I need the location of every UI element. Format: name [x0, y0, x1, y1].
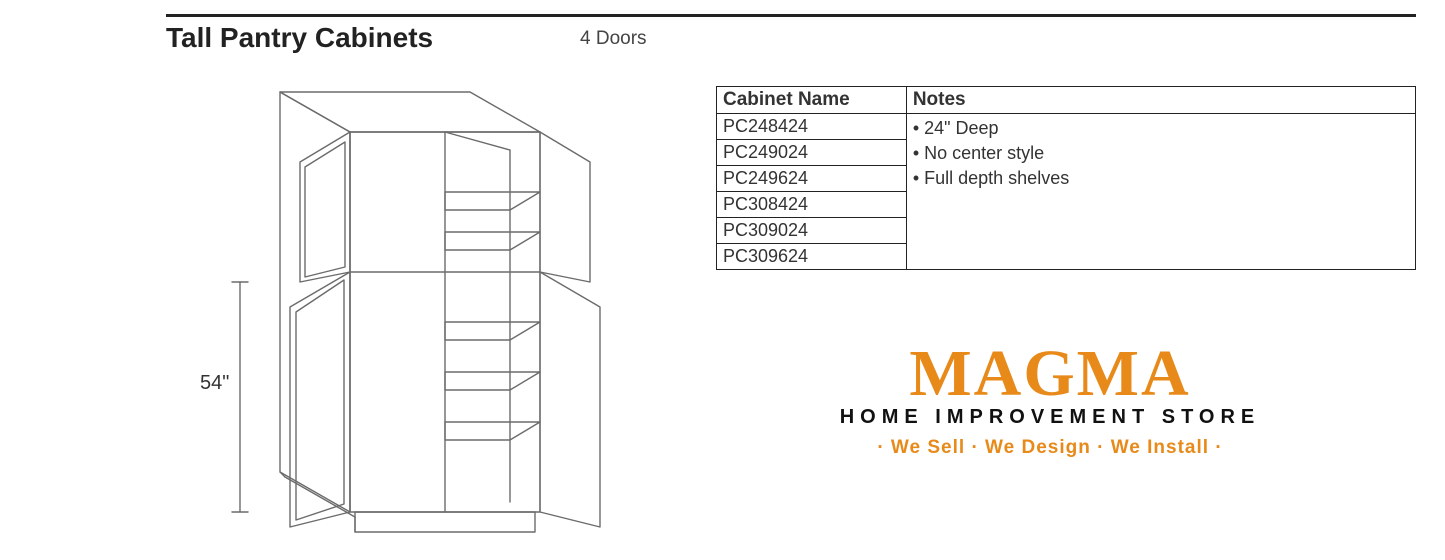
table-header-row: Cabinet Name Notes [717, 87, 1416, 114]
cabinet-name-cell: PC309624 [717, 244, 907, 270]
page-title: Tall Pantry Cabinets [166, 22, 433, 54]
table-row: PC248424 24" Deep No center style Full d… [717, 114, 1416, 140]
cabinet-name-cell: PC249024 [717, 140, 907, 166]
col-header-name: Cabinet Name [717, 87, 907, 114]
cabinet-diagram [170, 72, 610, 552]
cabinet-name-cell: PC248424 [717, 114, 907, 140]
cabinet-name-cell: PC249624 [717, 166, 907, 192]
note-line: Full depth shelves [913, 166, 1409, 191]
brand-logo: MAGMA HOME IMPROVEMENT STORE · We Sell ·… [770, 336, 1330, 459]
dimension-label: 54" [200, 372, 229, 395]
cabinet-name-cell: PC309024 [717, 218, 907, 244]
note-line: 24" Deep [913, 116, 1409, 141]
logo-subtitle: HOME IMPROVEMENT STORE [770, 406, 1330, 429]
spec-table: Cabinet Name Notes PC248424 24" Deep No … [716, 86, 1416, 270]
notes-cell: 24" Deep No center style Full depth shel… [906, 114, 1415, 270]
logo-tagline: · We Sell · We Design · We Install · [770, 437, 1330, 459]
logo-brand: MAGMA [770, 336, 1330, 412]
top-rule [166, 14, 1416, 17]
col-header-notes: Notes [906, 87, 1415, 114]
page-subtitle: 4 Doors [580, 28, 647, 50]
note-line: No center style [913, 141, 1409, 166]
cabinet-name-cell: PC308424 [717, 192, 907, 218]
